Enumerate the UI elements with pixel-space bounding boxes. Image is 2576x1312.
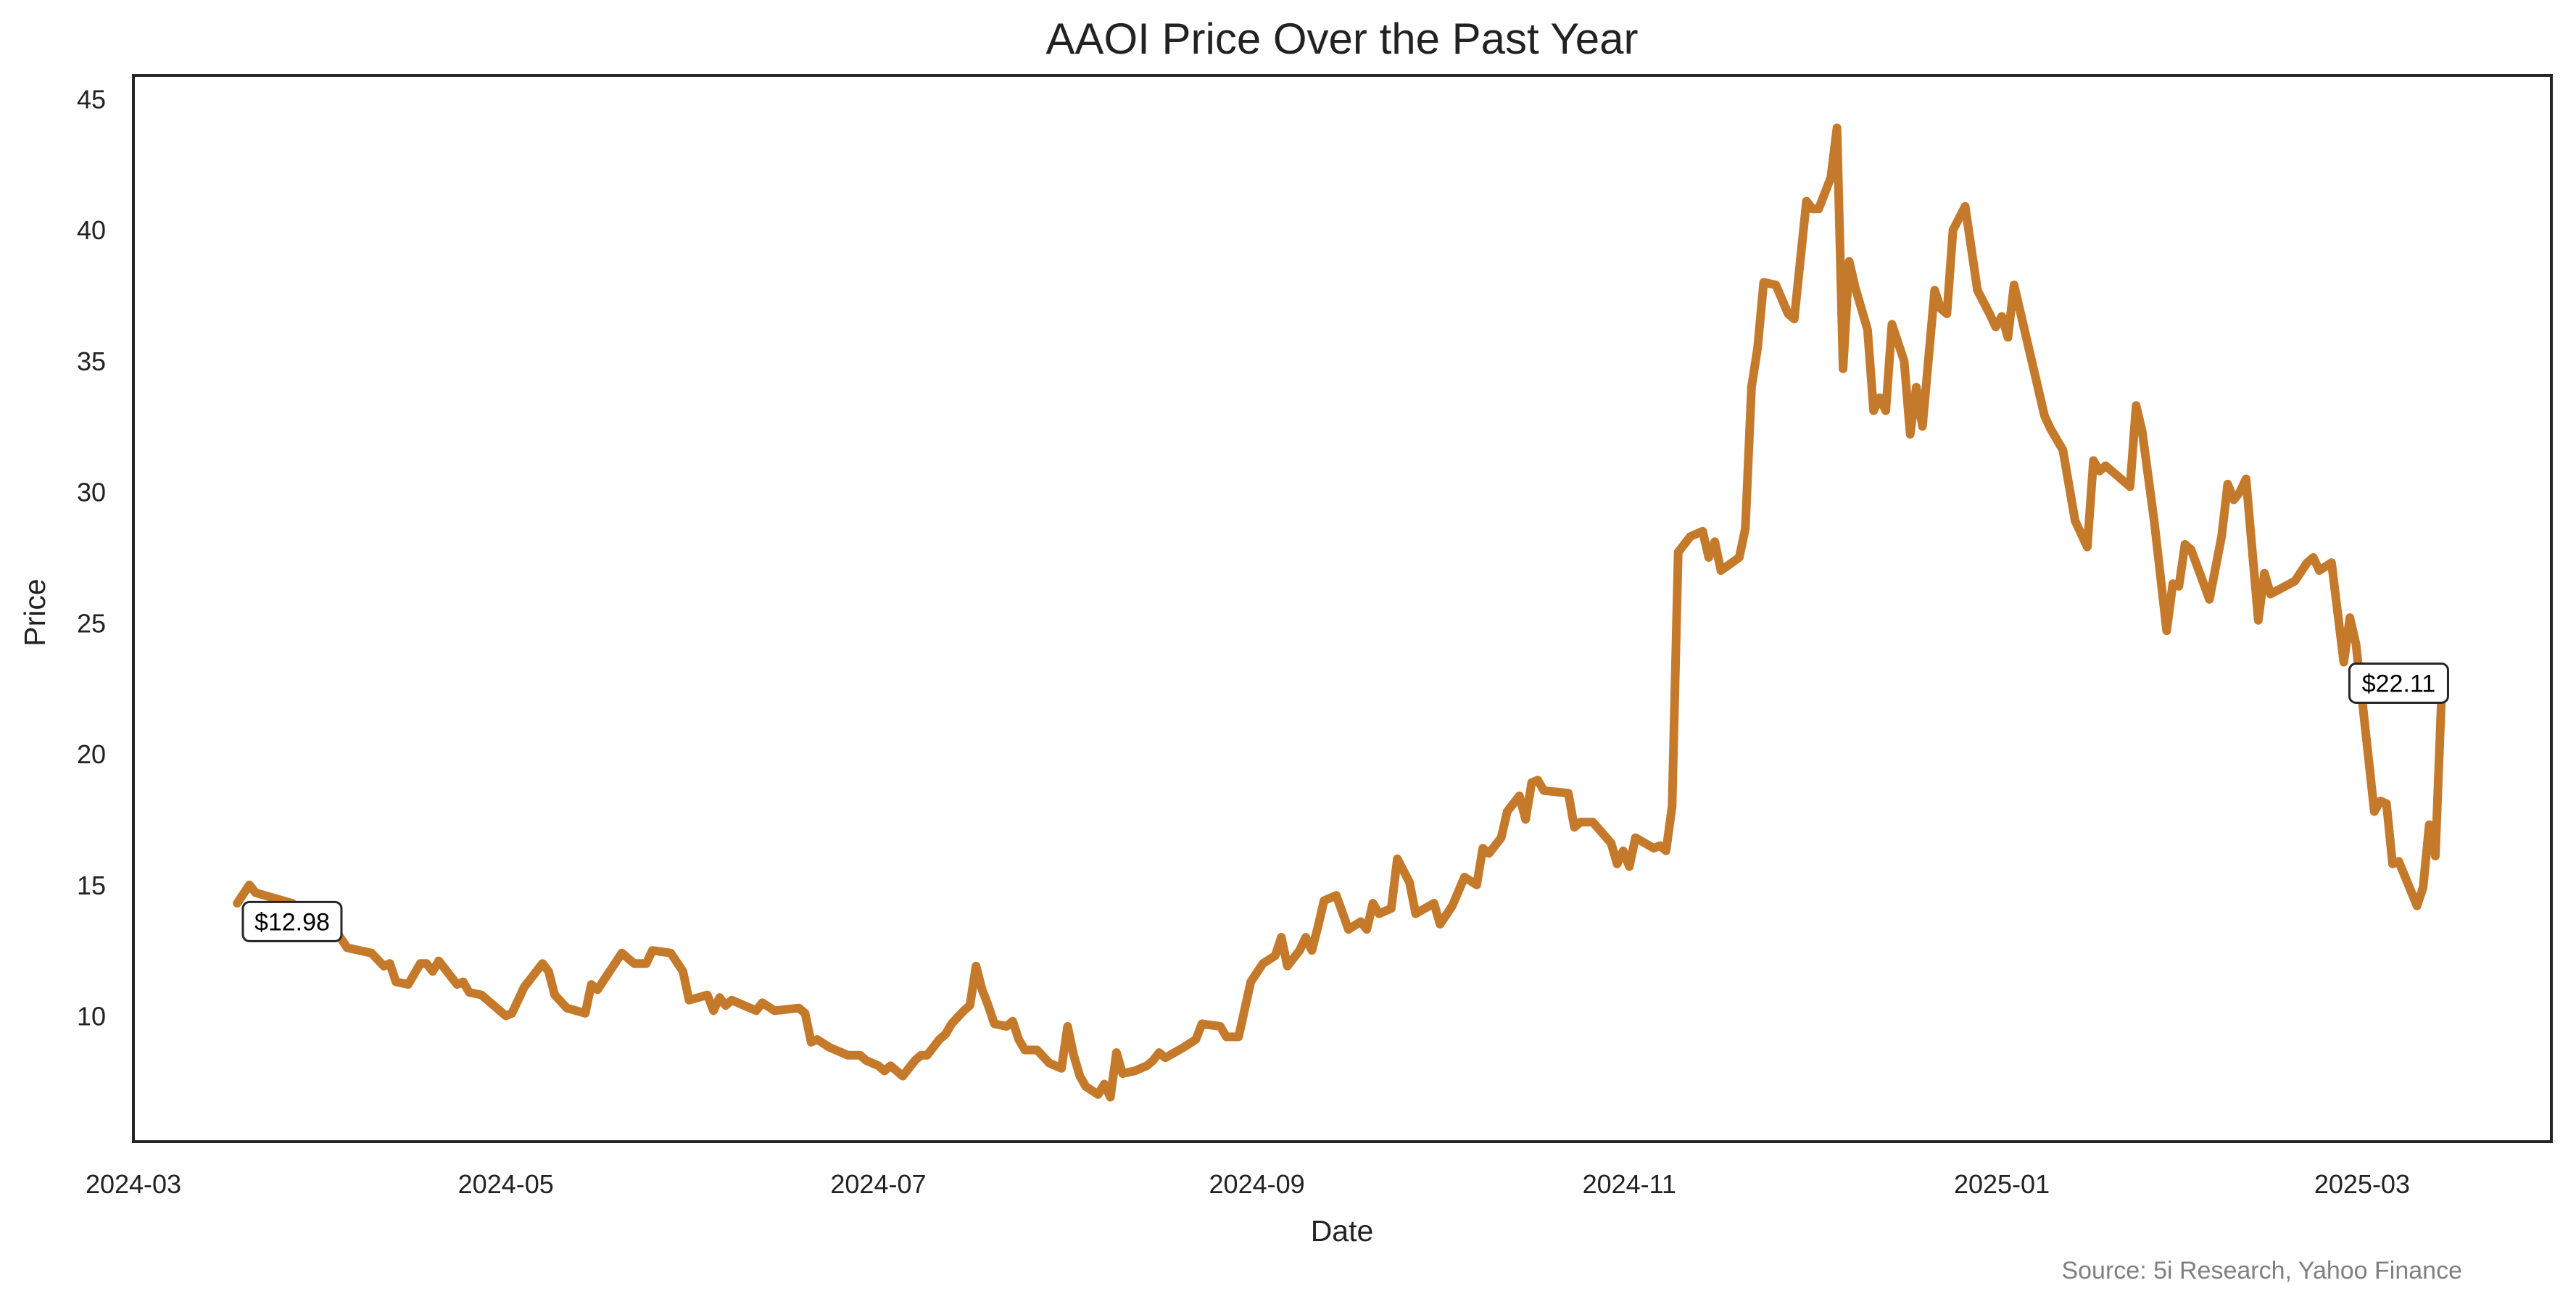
annotation-label: $22.11 bbox=[2362, 670, 2435, 698]
source-note: Source: 5i Research, Yahoo Finance bbox=[2061, 1257, 2462, 1284]
price-annotation: $22.11 bbox=[2348, 663, 2449, 705]
price-annotation: $12.98 bbox=[241, 900, 343, 942]
x-tick-label: 2024-09 bbox=[1209, 1169, 1305, 1199]
y-tick-label: 10 bbox=[77, 1002, 106, 1031]
y-tick-label: 35 bbox=[77, 346, 106, 376]
y-axis-label: Price bbox=[18, 578, 51, 646]
chart-title: AAOI Price Over the Past Year bbox=[1045, 14, 1638, 63]
y-tick-label: 25 bbox=[77, 608, 106, 638]
annotation-box bbox=[2348, 663, 2449, 705]
x-axis-ticks: 2024-03 2024-05 2024-07 2024-09 2024-11 2025-… bbox=[86, 1169, 2410, 1199]
x-axis-label: Date bbox=[1311, 1214, 1374, 1247]
x-tick-label: 2025-03 bbox=[2314, 1169, 2410, 1199]
annotation-box bbox=[241, 900, 343, 942]
y-tick-label: 40 bbox=[77, 215, 106, 245]
annotation-label: $12.98 bbox=[254, 908, 330, 936]
y-tick-label: 45 bbox=[77, 85, 106, 115]
y-axis-ticks: 10 15 20 25 30 35 40 45 bbox=[77, 85, 106, 1031]
annotations: $12.98 $22.11 bbox=[241, 663, 2449, 942]
plot-frame bbox=[132, 74, 2553, 1143]
x-tick-label: 2024-11 bbox=[1583, 1169, 1676, 1199]
x-tick-label: 2024-03 bbox=[86, 1169, 181, 1199]
y-tick-label: 30 bbox=[77, 478, 106, 507]
x-tick-label: 2024-07 bbox=[830, 1169, 926, 1199]
x-tick-label: 2025-01 bbox=[1954, 1169, 2050, 1199]
price-line bbox=[233, 123, 2446, 1102]
y-tick-label: 15 bbox=[77, 871, 106, 900]
x-tick-label: 2024-05 bbox=[458, 1169, 554, 1199]
y-tick-label: 20 bbox=[77, 739, 106, 769]
